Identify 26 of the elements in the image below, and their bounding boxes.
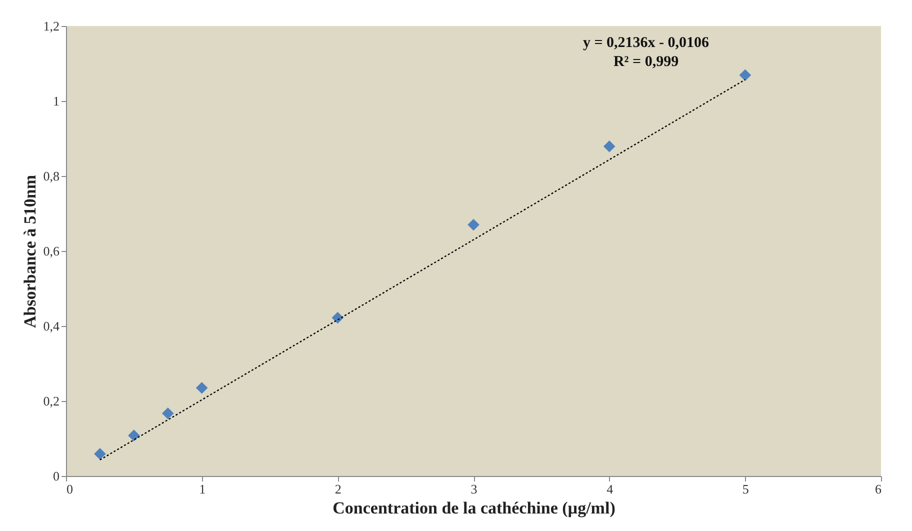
point <box>128 430 140 442</box>
annotation: R² = 0,999 <box>613 54 679 70</box>
y-tick-label: 1,2 <box>43 18 60 34</box>
point <box>332 312 344 324</box>
point <box>739 69 752 82</box>
x-axis-title: Concentration de la cathéchine (µg/ml) <box>332 498 616 518</box>
point <box>468 218 480 231</box>
point <box>196 382 208 394</box>
y-tick-label: 0,4 <box>43 318 60 334</box>
y-tick-label: 0,2 <box>43 394 60 408</box>
point <box>162 407 174 420</box>
y-tick-label: 0,6 <box>43 244 60 258</box>
y-tick-label: 1 <box>53 94 60 108</box>
point <box>603 140 616 152</box>
x-tick-label: 4 <box>606 482 614 496</box>
y-axis-title: Absorbance à 510nm <box>20 174 40 328</box>
x-tick-label: 3 <box>470 482 478 496</box>
x-tick-label: 1 <box>199 482 206 496</box>
annotation: y = 0,2136x - 0,0106 <box>582 35 710 51</box>
x-tick-label: 5 <box>742 482 749 496</box>
x-tick-label: 0 <box>66 482 73 496</box>
y-tick-label: 0,8 <box>43 168 60 184</box>
y-tick-label: 0 <box>53 468 60 484</box>
x-tick-label: 6 <box>875 482 882 496</box>
x-tick-label: 2 <box>334 482 342 496</box>
point <box>94 448 106 460</box>
